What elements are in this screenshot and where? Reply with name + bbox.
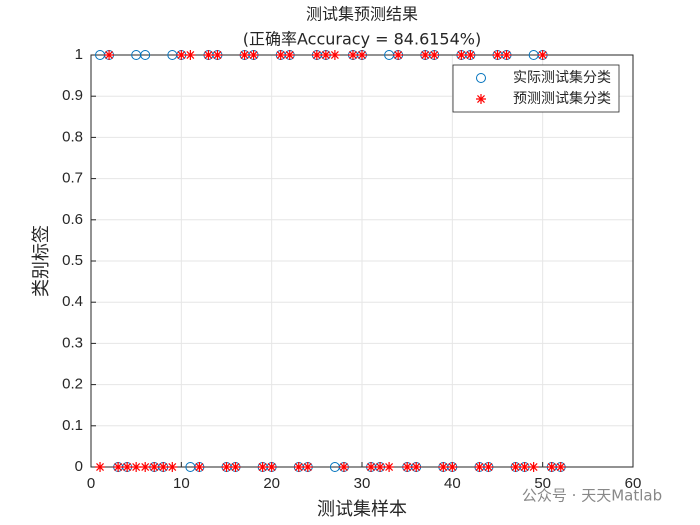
y-axis-label: 类别标签: [31, 225, 52, 297]
point: [357, 50, 367, 60]
point: [113, 462, 124, 472]
y-tick-label: 0.3: [62, 334, 83, 351]
point: [302, 462, 313, 472]
point: [266, 462, 277, 472]
point: [95, 462, 106, 472]
point: [230, 462, 241, 472]
point: [248, 50, 259, 60]
y-tick-label: 0.8: [62, 128, 83, 145]
point: [221, 462, 232, 472]
legend-marker: [476, 73, 486, 83]
point: [501, 50, 512, 60]
point: [519, 462, 530, 472]
y-tick-label: 1: [75, 46, 83, 63]
point: [420, 50, 431, 60]
legend-marker: [476, 94, 486, 104]
legend-label: 预测测试集分类: [513, 90, 611, 107]
y-tick-label: 0.2: [62, 376, 83, 393]
chart-subtitle: (正确率Accuracy = 84.6154%): [243, 30, 481, 49]
point: [402, 462, 413, 472]
y-tick-label: 0.9: [62, 87, 83, 104]
x-tick-label: 30: [354, 475, 371, 492]
watermark: 公众号 · 天天Matlab: [522, 487, 662, 505]
point: [465, 50, 476, 60]
x-tick-label: 20: [263, 475, 280, 492]
chart-title: 测试集预测结果: [306, 5, 418, 24]
point: [375, 462, 386, 472]
point: [203, 50, 214, 60]
point: [311, 50, 322, 60]
point: [140, 50, 151, 60]
x-tick-label: 10: [173, 475, 190, 492]
point: [456, 50, 467, 60]
point: [284, 50, 295, 60]
point: [384, 462, 395, 472]
point: [347, 50, 358, 60]
point: [167, 462, 178, 472]
point: [194, 462, 205, 472]
point: [537, 50, 548, 60]
x-tick-label: 60: [625, 475, 642, 492]
point: [320, 50, 331, 60]
point: [176, 50, 187, 60]
point: [257, 462, 268, 472]
point: [411, 462, 422, 472]
point: [429, 50, 440, 60]
point: [131, 462, 142, 472]
point: [140, 462, 151, 472]
x-tick-label: 40: [444, 475, 461, 492]
point: [483, 462, 494, 472]
y-tick-label: 0: [75, 458, 83, 475]
point: [158, 462, 169, 472]
point: [393, 50, 404, 60]
y-tick-label: 0.6: [62, 211, 83, 228]
point: [149, 462, 160, 472]
legend-label: 实际测试集分类: [513, 69, 611, 86]
point: [492, 50, 503, 60]
point: [510, 462, 521, 472]
y-tick-label: 0.5: [62, 252, 83, 269]
y-tick-label: 0.1: [62, 417, 83, 434]
point: [447, 462, 458, 472]
point: [528, 462, 539, 472]
point: [366, 462, 377, 472]
point: [546, 462, 557, 472]
x-tick-label: 50: [534, 475, 551, 492]
point: [293, 462, 304, 472]
point: [438, 462, 449, 472]
x-tick-label: 0: [87, 475, 95, 492]
y-tick-label: 0.4: [62, 293, 83, 310]
point: [275, 50, 286, 60]
point: [555, 462, 566, 472]
point: [329, 50, 340, 60]
x-axis-label: 测试集样本: [317, 499, 407, 520]
legend-box: [452, 64, 620, 113]
point: [104, 50, 115, 60]
point: [338, 462, 349, 472]
point: [212, 50, 223, 60]
y-tick-label: 0.7: [62, 170, 83, 187]
point: [474, 462, 485, 472]
point: [239, 50, 250, 60]
point: [122, 462, 133, 472]
point: [185, 50, 196, 60]
